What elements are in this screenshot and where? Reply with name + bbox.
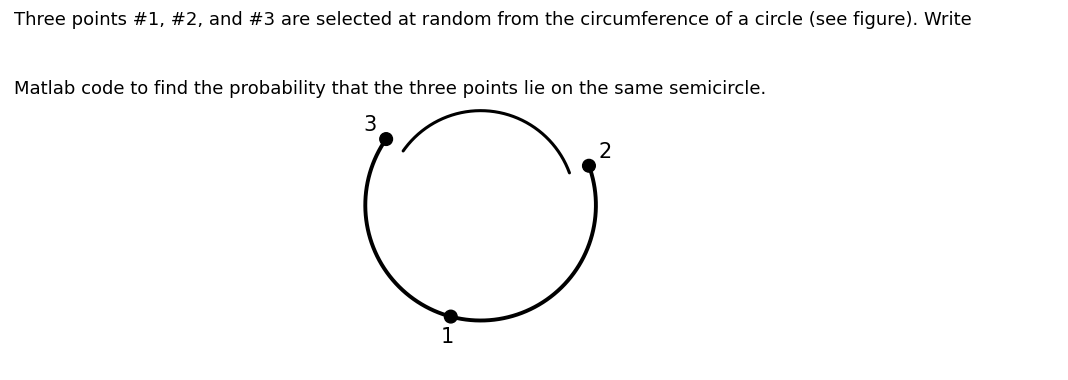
Text: Matlab code to find the probability that the three points lie on the same semici: Matlab code to find the probability that… bbox=[14, 80, 766, 98]
Text: Three points #1, #2, and #3 are selected at random from the circumference of a c: Three points #1, #2, and #3 are selected… bbox=[14, 11, 972, 29]
Text: 2: 2 bbox=[598, 142, 612, 162]
Text: 1: 1 bbox=[441, 327, 454, 347]
Text: 3: 3 bbox=[363, 115, 377, 135]
Circle shape bbox=[583, 160, 595, 172]
Circle shape bbox=[380, 133, 392, 146]
Circle shape bbox=[444, 310, 457, 323]
